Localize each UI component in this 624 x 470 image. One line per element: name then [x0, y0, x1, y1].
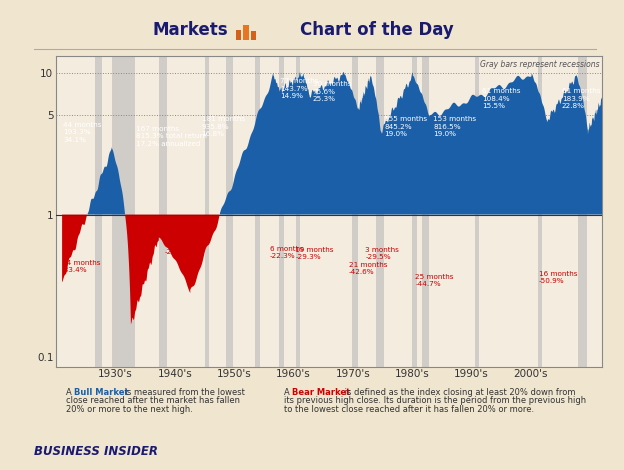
Bar — [205, 56, 209, 367]
Text: Bear Market: Bear Market — [292, 388, 350, 397]
Bar — [422, 56, 429, 367]
Text: 34 months
-83.4%: 34 months -83.4% — [62, 260, 100, 273]
Text: 20% or more to the next high.: 20% or more to the next high. — [66, 405, 192, 414]
Bar — [280, 56, 284, 367]
Text: 3 months
-29.5%: 3 months -29.5% — [366, 247, 399, 260]
Bar — [159, 56, 167, 367]
Text: 61 months
183.9%
22.8%: 61 months 183.9% 22.8% — [562, 88, 600, 110]
Text: A: A — [66, 388, 74, 397]
Text: is measured from the lowest: is measured from the lowest — [122, 388, 245, 397]
Bar — [538, 56, 542, 367]
Text: 25 months
-44.7%: 25 months -44.7% — [415, 274, 454, 287]
Text: close reached after the market has fallen: close reached after the market has falle… — [66, 396, 240, 405]
Bar — [376, 56, 384, 367]
Text: 16 months
-50.9%: 16 months -50.9% — [539, 271, 577, 284]
Text: Markets: Markets — [152, 21, 228, 39]
Bar — [412, 56, 417, 367]
Text: Chart of the Day: Chart of the Day — [300, 21, 453, 39]
Text: 155 months
845.2%
19.0%: 155 months 845.2% 19.0% — [384, 116, 427, 137]
Bar — [227, 56, 233, 367]
Bar — [353, 56, 358, 367]
Bar — [112, 56, 135, 367]
Text: 6 months
-22.3%: 6 months -22.3% — [270, 246, 304, 259]
Text: 30 months
75.6%
25.3%: 30 months 75.6% 25.3% — [313, 81, 351, 102]
Bar — [475, 56, 479, 367]
Text: its previous high close. Its duration is the period from the previous high: its previous high close. Its duration is… — [284, 396, 586, 405]
Text: 61 months
108.4%
15.5%: 61 months 108.4% 15.5% — [482, 88, 521, 110]
Text: 77 months
143.7%
14.9%: 77 months 143.7% 14.9% — [281, 78, 319, 99]
Text: 167 months
815.3% total return
17.2% annualized: 167 months 815.3% total return 17.2% ann… — [136, 126, 207, 147]
Text: is defined as the index closing at least 20% down from: is defined as the index closing at least… — [342, 388, 575, 397]
Bar — [255, 56, 260, 367]
Text: 181 months
935.8%
16.8%: 181 months 935.8% 16.8% — [202, 116, 245, 137]
Text: 21 months
-42.6%: 21 months -42.6% — [349, 262, 388, 275]
Text: 153 months
816.5%
19.0%: 153 months 816.5% 19.0% — [433, 116, 476, 137]
Text: Bull Market: Bull Market — [74, 388, 129, 397]
Text: 44 months
193.3%
34.1%: 44 months 193.3% 34.1% — [63, 122, 102, 143]
Bar — [95, 56, 102, 367]
Bar — [578, 56, 587, 367]
Text: BUSINESS INSIDER: BUSINESS INSIDER — [34, 445, 158, 458]
Text: Gray bars represent recessions: Gray bars represent recessions — [480, 60, 600, 69]
Bar — [296, 56, 300, 367]
Text: A: A — [284, 388, 292, 397]
Text: 6 months
-21.8%: 6 months -21.8% — [165, 242, 198, 255]
Text: to the lowest close reached after it has fallen 20% or more.: to the lowest close reached after it has… — [284, 405, 534, 414]
Text: 19 months
-29.3%: 19 months -29.3% — [295, 247, 334, 260]
